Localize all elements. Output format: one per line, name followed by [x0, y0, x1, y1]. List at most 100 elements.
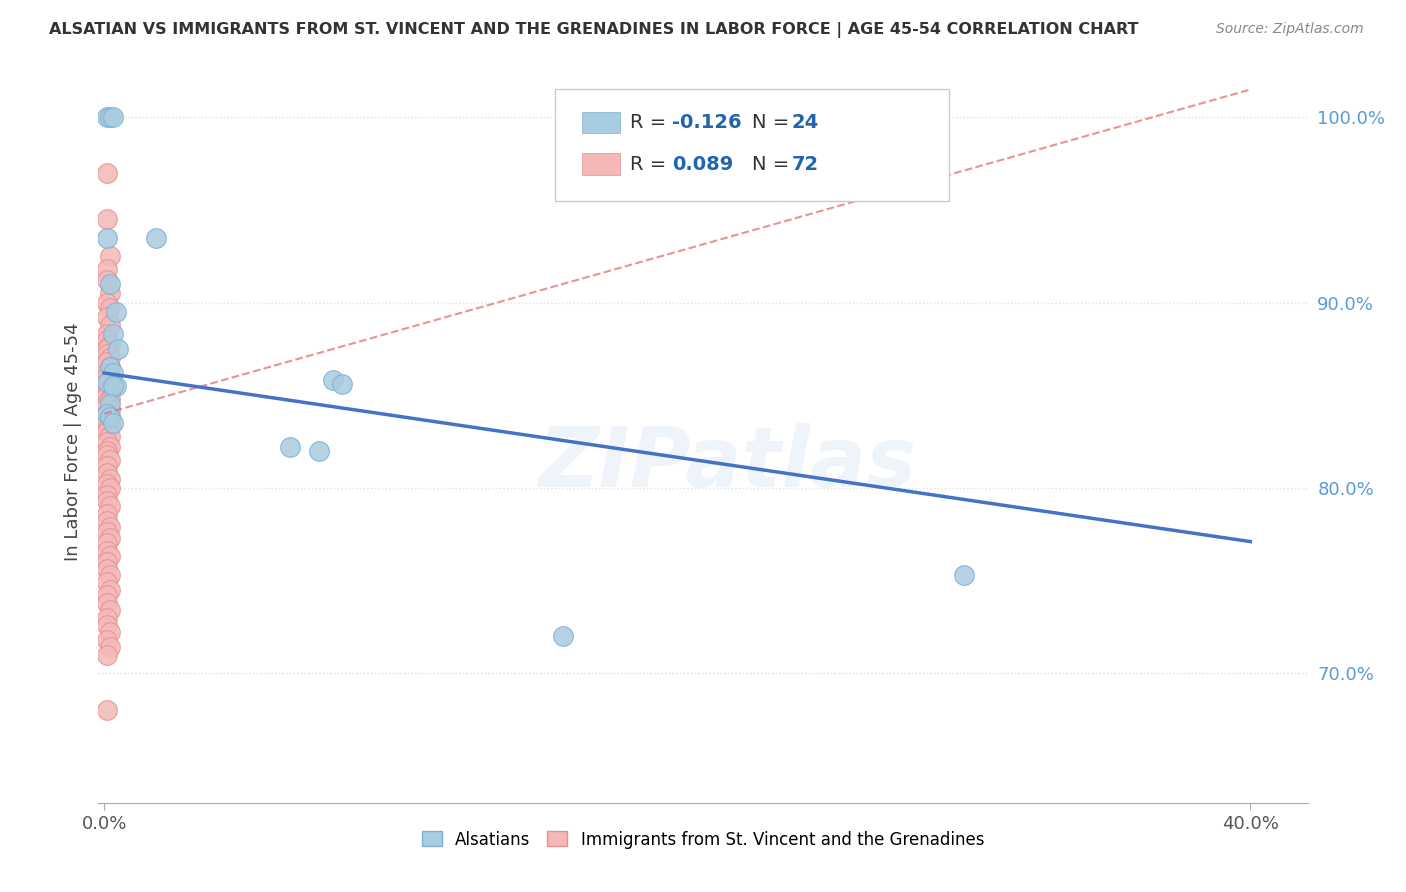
Point: [96, 525, 118, 540]
Point: [98, 500, 121, 514]
Point: [280, 440, 302, 454]
Point: [330, 377, 353, 392]
Point: [96, 231, 118, 245]
Point: [96, 376, 118, 390]
Text: Source: ZipAtlas.com: Source: ZipAtlas.com: [1216, 22, 1364, 37]
Point: [145, 231, 167, 245]
Point: [96, 388, 118, 402]
Legend: Alsatians, Immigrants from St. Vincent and the Grenadines: Alsatians, Immigrants from St. Vincent a…: [422, 830, 984, 848]
Point: [98, 582, 121, 597]
Point: [96, 421, 118, 435]
Point: [98, 397, 121, 411]
Point: [98, 392, 121, 406]
Point: [98, 625, 121, 640]
Point: [98, 481, 121, 495]
Text: -0.126: -0.126: [672, 112, 742, 132]
Point: [96, 262, 118, 277]
Point: [96, 610, 118, 624]
Point: [96, 443, 118, 458]
Point: [98, 277, 121, 291]
Point: [96, 310, 118, 325]
Point: [96, 273, 118, 287]
Point: [98, 417, 121, 432]
Point: [96, 703, 118, 717]
Point: [96, 212, 118, 227]
Point: [96, 544, 118, 558]
Point: [96, 355, 118, 369]
Point: [96, 425, 118, 440]
Point: [98, 301, 121, 315]
Point: [96, 369, 118, 384]
Point: [104, 379, 127, 393]
Point: [96, 407, 118, 421]
Point: [96, 414, 118, 428]
Point: [96, 618, 118, 632]
Point: [98, 318, 121, 332]
Point: [101, 379, 124, 393]
Point: [96, 448, 118, 462]
Point: [96, 366, 118, 380]
Point: [98, 472, 121, 486]
Point: [96, 536, 118, 550]
Point: [551, 629, 574, 643]
Point: [96, 377, 118, 392]
Point: [96, 347, 118, 361]
Point: [96, 384, 118, 399]
Point: [96, 434, 118, 449]
Text: ZIPatlas: ZIPatlas: [538, 423, 917, 504]
Point: [96, 507, 118, 521]
Point: [98, 549, 121, 564]
Point: [96, 555, 118, 569]
Point: [308, 443, 330, 458]
Point: [98, 286, 121, 301]
Point: [96, 477, 118, 491]
Point: [96, 333, 118, 347]
Text: 0.089: 0.089: [672, 154, 734, 174]
Text: R =: R =: [630, 112, 672, 132]
Point: [107, 342, 129, 356]
Point: [98, 410, 121, 425]
Point: [322, 373, 344, 387]
Point: [98, 531, 121, 545]
Point: [96, 111, 118, 125]
Point: [96, 575, 118, 590]
Point: [98, 440, 121, 454]
Text: R =: R =: [630, 154, 672, 174]
Point: [96, 466, 118, 480]
Point: [98, 429, 121, 443]
Point: [104, 305, 127, 319]
Point: [96, 596, 118, 610]
Point: [96, 632, 118, 647]
Point: [96, 166, 118, 180]
Point: [98, 338, 121, 352]
Point: [96, 407, 118, 421]
Point: [96, 458, 118, 473]
Point: [98, 568, 121, 582]
Point: [96, 400, 118, 414]
Point: [98, 351, 121, 366]
Point: [98, 360, 121, 375]
Point: [98, 603, 121, 617]
Text: 24: 24: [792, 112, 818, 132]
Y-axis label: In Labor Force | Age 45-54: In Labor Force | Age 45-54: [65, 322, 83, 561]
Point: [101, 416, 124, 430]
Point: [98, 520, 121, 534]
Point: [98, 410, 121, 425]
Point: [98, 403, 121, 417]
Text: 72: 72: [792, 154, 818, 174]
Text: N =: N =: [752, 154, 796, 174]
Point: [98, 111, 121, 125]
Point: [98, 453, 121, 467]
Point: [96, 327, 118, 342]
Point: [96, 588, 118, 602]
Text: ALSATIAN VS IMMIGRANTS FROM ST. VINCENT AND THE GRENADINES IN LABOR FORCE | AGE : ALSATIAN VS IMMIGRANTS FROM ST. VINCENT …: [49, 22, 1139, 38]
Point: [101, 327, 124, 342]
Point: [96, 395, 118, 409]
Point: [98, 249, 121, 263]
Point: [96, 648, 118, 662]
Point: [952, 568, 974, 582]
Point: [98, 373, 121, 387]
Point: [98, 640, 121, 655]
Point: [96, 295, 118, 310]
Point: [98, 360, 121, 375]
